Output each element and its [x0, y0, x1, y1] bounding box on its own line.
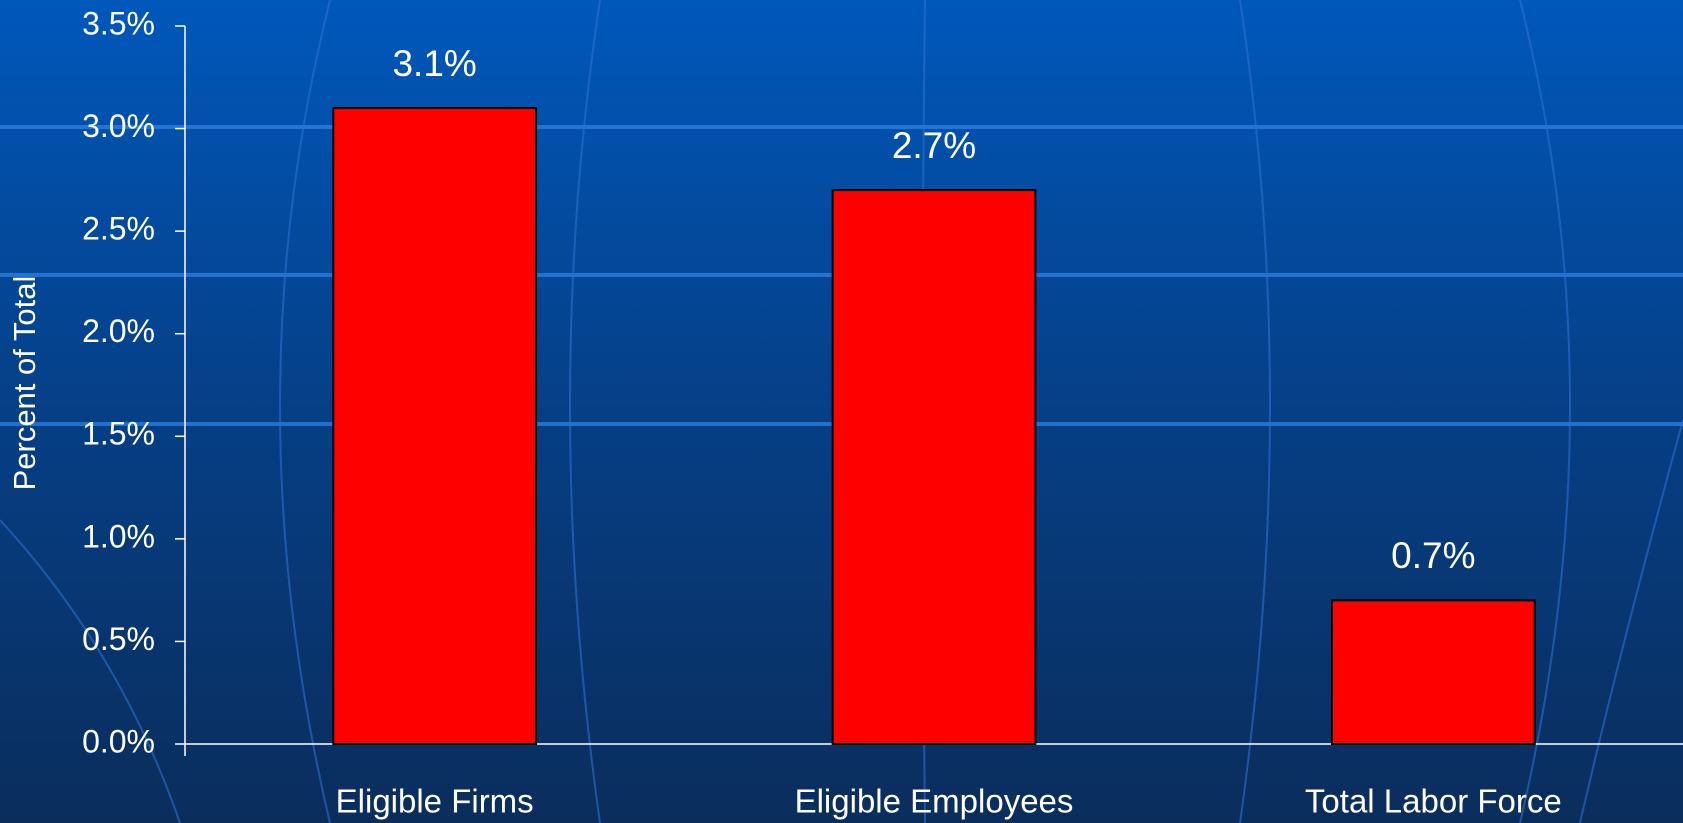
- y-axis-label: Percent of Total: [7, 276, 42, 491]
- y-tick-label: 3.0%: [82, 108, 155, 144]
- bar: [332, 107, 538, 746]
- x-tick-label: Total Labor Force: [1305, 783, 1562, 820]
- y-tick-label: 1.5%: [82, 416, 155, 452]
- y-tick-label: 3.5%: [82, 5, 155, 41]
- y-tick-label: 2.0%: [82, 313, 155, 349]
- y-tick-label: 0.5%: [82, 621, 155, 657]
- bar: [831, 189, 1037, 746]
- y-tick-label: 1.0%: [82, 518, 155, 554]
- y-tick-label: 0.0%: [82, 723, 155, 759]
- x-tick-label: Eligible Firms: [336, 783, 534, 820]
- x-tick-label: Eligible Employees: [795, 783, 1074, 820]
- bar: [1330, 599, 1536, 746]
- value-label: 2.7%: [892, 125, 976, 166]
- value-label: 3.1%: [392, 43, 476, 84]
- y-tick-label: 2.5%: [82, 211, 155, 247]
- value-label: 0.7%: [1391, 535, 1475, 576]
